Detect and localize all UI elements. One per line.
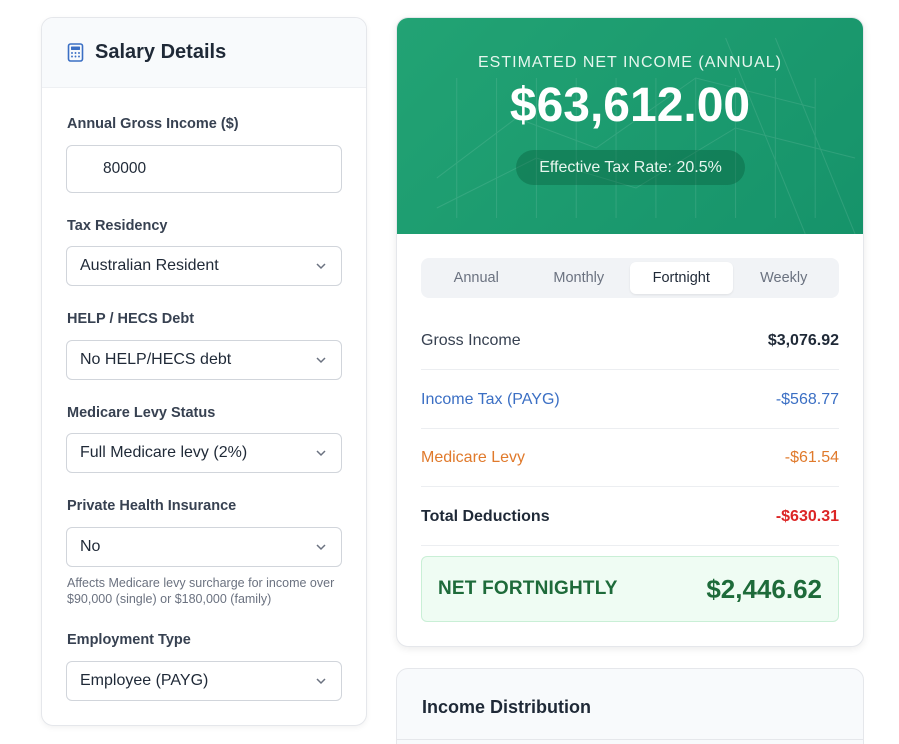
total-deductions-row: Total Deductions -$630.31 [421,488,839,546]
chevron-down-icon [316,263,326,270]
medicare-status-value: Full Medicare levy (2%) [80,444,248,461]
salary-details-header: Salary Details [42,18,366,88]
gross-income-row: Gross Income $3,076.92 [421,312,839,370]
private-health-select[interactable]: No [66,527,342,567]
net-fortnightly-value: $2,446.62 [706,573,822,604]
gross-income-label: Gross Income [421,331,521,349]
tab-annual[interactable]: Annual [453,270,499,286]
total-deductions-value: -$630.31 [775,507,839,525]
net-income-hero: ESTIMATED NET INCOME (ANNUAL) $63,612.00… [397,18,863,234]
summary-card: ESTIMATED NET INCOME (ANNUAL) $63,612.00… [396,17,864,647]
calculator-icon [67,43,84,62]
hero-label: ESTIMATED NET INCOME (ANNUAL) [478,54,782,71]
chevron-down-icon [316,357,326,364]
chevron-down-icon [316,678,326,685]
medicare-levy-value: -$61.54 [784,448,839,466]
net-fortnightly-label: NET FORTNIGHTLY [438,578,618,599]
chevron-down-icon [316,450,326,457]
private-health-help: Affects Medicare levy surcharge for inco… [67,576,335,606]
hero-background-pattern [436,37,856,234]
gross-income-value: $3,076.92 [767,331,839,349]
medicare-status-label: Medicare Levy Status [67,405,216,421]
income-tax-label: Income Tax (PAYG) [421,390,560,408]
help-debt-label: HELP / HECS Debt [67,311,195,327]
chevron-down-icon [316,544,326,551]
private-health-value: No [80,538,101,555]
income-tax-value: -$568.77 [775,390,839,408]
total-deductions-label: Total Deductions [421,507,550,525]
employment-type-label: Employment Type [67,632,191,648]
salary-details-title: Salary Details [95,41,227,63]
salary-details-card: Salary Details Annual Gross Income ($) 8… [41,17,367,726]
help-debt-select[interactable]: No HELP/HECS debt [66,340,342,380]
employment-type-value: Employee (PAYG) [80,672,209,689]
tax-residency-value: Australian Resident [80,257,219,274]
tab-weekly[interactable]: Weekly [760,270,808,286]
hero-amount: $63,612.00 [509,79,751,132]
net-fortnightly-box: NET FORTNIGHTLY $2,446.62 [421,556,839,622]
period-tabs: Annual Monthly Fortnight Weekly [421,258,839,298]
income-tax-row: Income Tax (PAYG) -$568.77 [421,371,839,429]
medicare-levy-row: Medicare Levy -$61.54 [421,429,839,487]
income-distribution-title: Income Distribution [422,697,592,717]
annual-gross-input[interactable]: 80000 [66,145,342,193]
effective-tax-rate-badge: Effective Tax Rate: 20.5% [516,150,745,185]
employment-type-select[interactable]: Employee (PAYG) [66,661,342,701]
tax-residency-select[interactable]: Australian Resident [66,246,342,286]
help-debt-value: No HELP/HECS debt [80,351,232,368]
medicare-levy-label: Medicare Levy [421,448,526,466]
income-distribution-card: Income Distribution [396,668,864,744]
divider [397,739,863,740]
annual-gross-label: Annual Gross Income ($) [67,116,239,132]
annual-gross-value: 80000 [103,160,147,177]
private-health-label: Private Health Insurance [67,498,237,514]
tab-fortnight[interactable]: Fortnight [630,262,733,294]
tax-residency-label: Tax Residency [67,218,168,234]
medicare-status-select[interactable]: Full Medicare levy (2%) [66,433,342,473]
tab-monthly[interactable]: Monthly [553,270,605,286]
